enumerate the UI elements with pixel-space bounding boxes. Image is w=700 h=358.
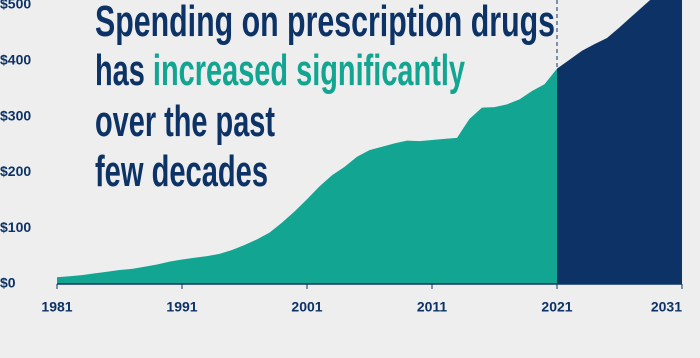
- y-tick-label: $0: [0, 275, 16, 291]
- title-line: has increased significantly: [95, 46, 465, 95]
- title-line: few decades: [95, 147, 268, 196]
- title-part: has: [95, 46, 153, 95]
- y-tick-label: $500: [0, 0, 31, 12]
- area: [557, 0, 682, 284]
- x-tick-label: 2001: [291, 299, 322, 315]
- title-line: Spending on prescription drugs: [95, 0, 555, 46]
- x-tick-label: 1991: [166, 299, 197, 315]
- x-tick-label: 2031: [651, 299, 682, 315]
- title-part: over the past: [95, 97, 275, 146]
- title-part: increased significantly: [153, 46, 465, 95]
- y-tick-label: $300: [0, 107, 31, 123]
- area: [57, 68, 557, 284]
- x-tick-label: 2021: [541, 299, 572, 315]
- y-tick-label: $200: [0, 163, 31, 179]
- y-tick-label: $100: [0, 219, 31, 235]
- x-tick-label: 2011: [417, 299, 448, 315]
- title-part: few decades: [95, 147, 268, 196]
- y-tick-label: $400: [0, 52, 31, 68]
- title-part: Spending on prescription drugs: [95, 0, 555, 46]
- title-line: over the past: [95, 97, 275, 146]
- x-tick-label: 1981: [41, 299, 72, 315]
